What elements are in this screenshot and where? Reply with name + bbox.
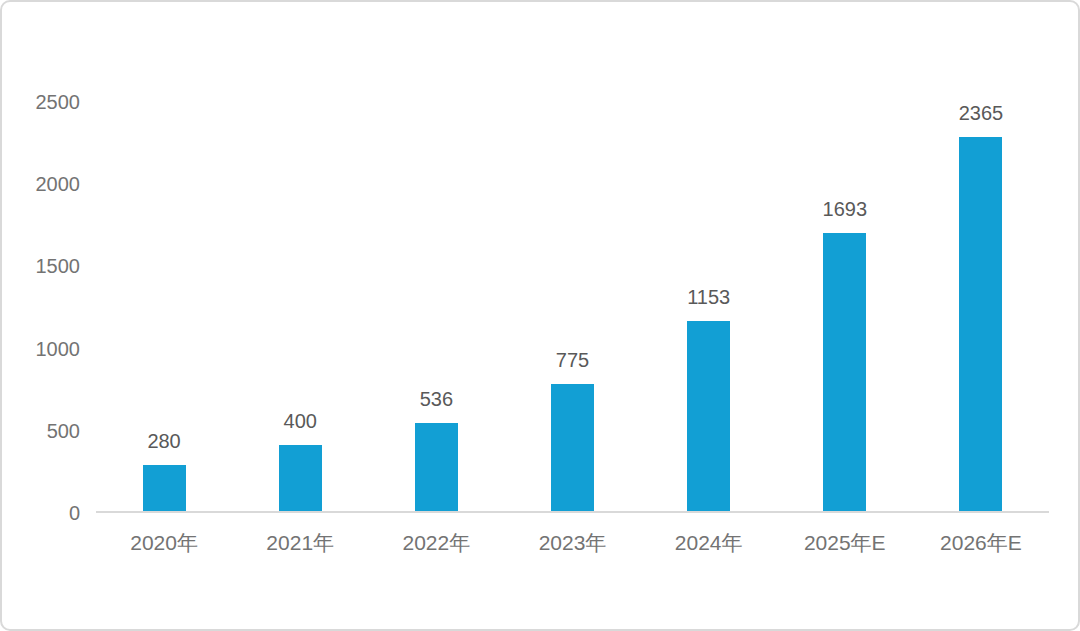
- category-column: 4002021年: [232, 102, 368, 511]
- category-column: 5362022年: [368, 102, 504, 511]
- y-axis-tick-label: 1500: [0, 253, 80, 279]
- x-axis-category-label: 2026年E: [886, 532, 1077, 554]
- bar-value-label: 2365: [959, 102, 1004, 124]
- y-axis-tick-label: 1000: [0, 336, 80, 362]
- category-column: 7752023年: [504, 102, 640, 511]
- y-axis-tick-label: 2500: [0, 89, 80, 115]
- bar: [143, 465, 186, 511]
- bar-value-label: 536: [420, 388, 453, 410]
- bar-value-label: 1153: [687, 286, 730, 308]
- bar-value-label: 775: [556, 349, 589, 371]
- bar-value-label: 1693: [823, 198, 868, 220]
- bar-value-label: 280: [147, 430, 180, 452]
- bar: [687, 321, 730, 511]
- bar-chart: 05001000150020002500 2802020年4002021年536…: [0, 0, 1080, 631]
- category-column: 11532024年: [641, 102, 777, 511]
- bar: [415, 423, 458, 511]
- bar-value-label: 400: [284, 410, 317, 432]
- y-axis-tick-label: 0: [0, 500, 80, 526]
- y-axis-tick-label: 500: [0, 418, 80, 444]
- bar: [959, 137, 1002, 511]
- y-axis-tick-label: 2000: [0, 171, 80, 197]
- category-column: 23652026年E: [913, 102, 1049, 511]
- plot-area: 05001000150020002500 2802020年4002021年536…: [96, 102, 1049, 513]
- bar: [823, 233, 866, 511]
- category-column: 2802020年: [96, 102, 232, 511]
- bar: [551, 384, 594, 511]
- columns: 2802020年4002021年5362022年7752023年11532024…: [96, 102, 1049, 513]
- category-column: 16932025年E: [777, 102, 913, 511]
- bar: [279, 445, 322, 511]
- y-axis: 05001000150020002500: [2, 102, 86, 513]
